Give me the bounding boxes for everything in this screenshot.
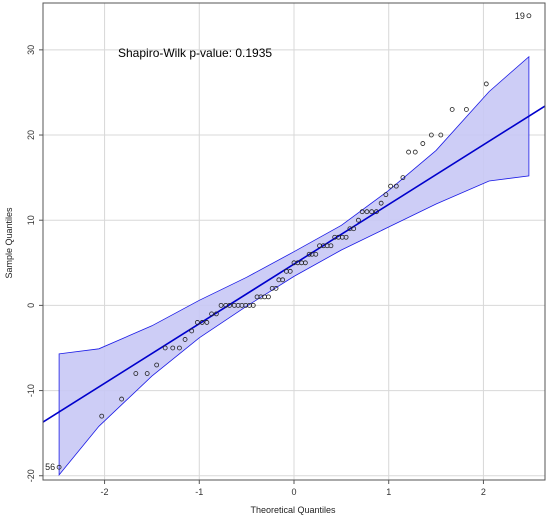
y-tick-label: 0 bbox=[26, 303, 36, 308]
y-axis-title: Sample Quantiles bbox=[4, 207, 14, 279]
data-point bbox=[144, 371, 150, 376]
data-point bbox=[374, 209, 379, 215]
data-point bbox=[483, 81, 489, 87]
data-point bbox=[213, 311, 219, 317]
data-point bbox=[218, 302, 224, 308]
data-point bbox=[406, 149, 412, 155]
data-point bbox=[162, 345, 168, 351]
reference-line bbox=[42, 105, 546, 423]
x-tick-label: -1 bbox=[195, 487, 203, 497]
y-tick-label: 30 bbox=[26, 45, 36, 55]
y-tick-label: -20 bbox=[26, 469, 36, 482]
data-point bbox=[99, 413, 105, 419]
data-point bbox=[287, 268, 293, 274]
data-points bbox=[56, 13, 532, 470]
data-point bbox=[302, 260, 308, 266]
data-point bbox=[388, 183, 394, 189]
data-point bbox=[204, 320, 210, 325]
data-point bbox=[306, 251, 312, 257]
point-label: 56 bbox=[45, 462, 55, 472]
data-point bbox=[56, 464, 62, 470]
data-point bbox=[428, 132, 434, 138]
data-point bbox=[154, 362, 160, 368]
data-point bbox=[273, 285, 279, 291]
data-point bbox=[280, 277, 286, 283]
data-point bbox=[356, 217, 361, 223]
data-point bbox=[182, 337, 188, 342]
data-point bbox=[526, 13, 532, 19]
data-point bbox=[176, 345, 182, 351]
data-point bbox=[463, 107, 469, 112]
data-point bbox=[250, 302, 256, 308]
x-tick-label: -2 bbox=[101, 487, 109, 497]
data-point bbox=[383, 192, 389, 198]
data-point bbox=[199, 320, 205, 325]
x-tick-label: 1 bbox=[386, 487, 391, 497]
data-point bbox=[449, 107, 455, 112]
data-point bbox=[378, 200, 384, 206]
data-point bbox=[369, 209, 375, 215]
data-point bbox=[266, 294, 271, 300]
point-label: 19 bbox=[515, 11, 525, 21]
y-axis-ticks: -20 -10 0 10 20 30 bbox=[26, 45, 43, 482]
data-point bbox=[351, 226, 357, 232]
y-tick-label: 20 bbox=[26, 130, 36, 140]
x-axis-ticks: -2 -1 0 1 2 bbox=[101, 480, 486, 497]
data-point bbox=[364, 209, 370, 215]
data-point bbox=[119, 396, 125, 402]
data-point bbox=[209, 311, 214, 317]
y-tick-label: 10 bbox=[26, 215, 36, 225]
data-point bbox=[170, 345, 176, 351]
data-point bbox=[393, 183, 399, 189]
x-tick-label: 0 bbox=[291, 487, 296, 497]
data-point bbox=[438, 132, 444, 138]
confidence-band-area bbox=[58, 55, 530, 477]
data-point bbox=[343, 234, 349, 240]
y-tick-label: -10 bbox=[26, 384, 36, 397]
shapiro-wilk-annotation: Shapiro-Wilk p-value: 0.1935 bbox=[118, 46, 272, 60]
data-point bbox=[313, 251, 319, 257]
x-tick-label: 2 bbox=[481, 487, 486, 497]
confidence-band bbox=[58, 55, 530, 477]
data-point bbox=[412, 149, 418, 155]
data-point bbox=[189, 328, 195, 334]
data-point bbox=[227, 302, 232, 308]
data-point bbox=[420, 141, 426, 146]
data-point bbox=[194, 320, 200, 325]
x-axis-title: Theoretical Quantiles bbox=[250, 505, 336, 515]
data-point bbox=[400, 175, 406, 181]
reference-line-group bbox=[42, 105, 546, 423]
data-point bbox=[133, 371, 139, 376]
data-point bbox=[328, 243, 334, 249]
data-point bbox=[359, 209, 365, 215]
